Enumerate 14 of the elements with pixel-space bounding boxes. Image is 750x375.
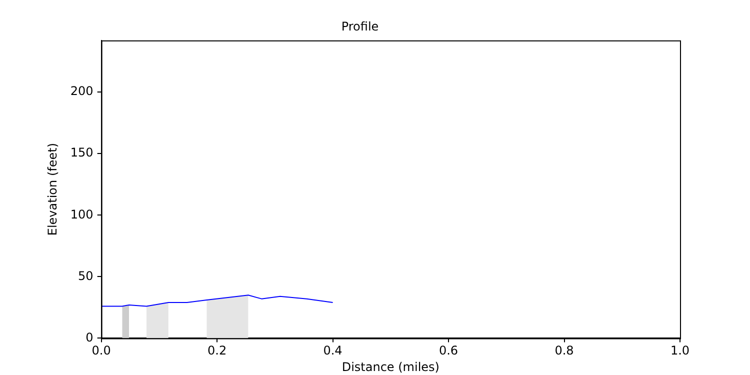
x-axis-title: Distance (miles)	[342, 360, 440, 374]
y-tick-label: 50	[78, 268, 94, 283]
y-tick-label: 100	[70, 207, 94, 222]
chart-title: Profile	[341, 19, 379, 34]
x-tick-label: 0.6	[438, 344, 458, 358]
x-tick-label: 1.0	[670, 344, 690, 358]
x-tick-label: 0.0	[92, 344, 111, 358]
y-tick-label: 0	[86, 330, 94, 344]
y-tick-label: 150	[70, 146, 94, 160]
y-tick-label: 200	[70, 84, 94, 98]
x-tick-label: 0.4	[323, 344, 342, 358]
y-axis-title: Elevation (feet)	[45, 142, 60, 236]
x-tick-label: 0.8	[554, 344, 574, 358]
x-tick-label: 0.2	[207, 344, 227, 358]
